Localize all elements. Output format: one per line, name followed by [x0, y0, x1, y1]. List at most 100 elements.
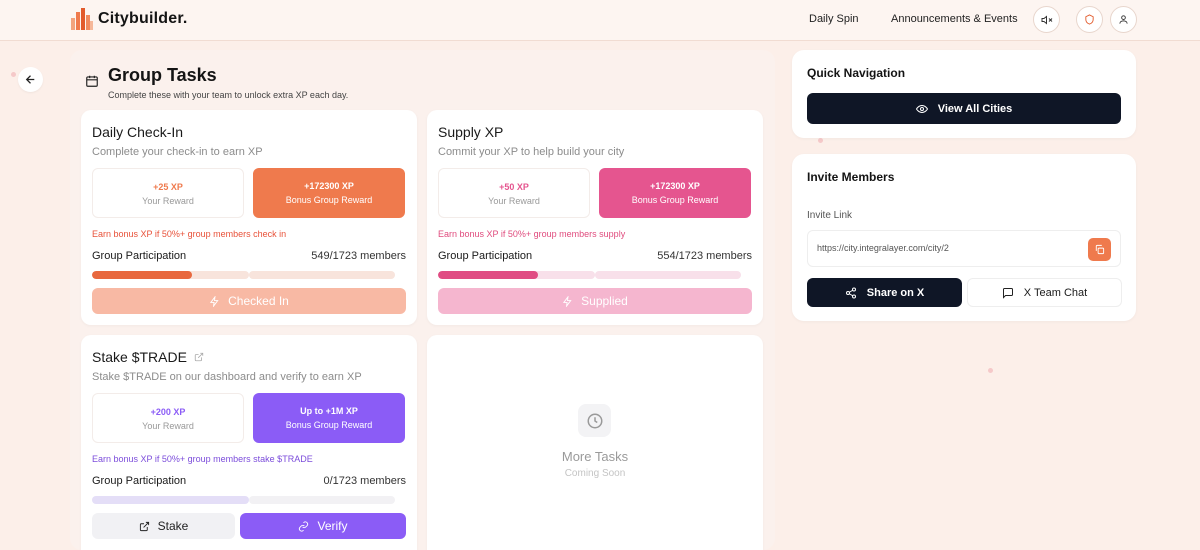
your-reward-amount: +200 XP	[150, 407, 186, 417]
your-reward-amount: +50 XP	[499, 182, 529, 192]
view-all-cities-button[interactable]: View All Cities	[807, 93, 1121, 124]
page-title: Group Tasks	[108, 65, 217, 85]
back-button[interactable]	[18, 67, 43, 92]
more-tasks-subtitle: Coming Soon	[564, 468, 626, 479]
clock-icon	[587, 413, 602, 428]
supplied-button[interactable]: Supplied	[438, 288, 752, 314]
bonus-note: Earn bonus XP if 50%+ group members stak…	[92, 454, 313, 464]
decor-dot	[818, 138, 823, 143]
invite-members-title: Invite Members	[807, 170, 895, 184]
participation-label: Group Participation	[92, 475, 187, 487]
your-reward: +200 XP Your Reward	[92, 393, 244, 443]
task-title: Daily Check-In	[92, 124, 184, 140]
volume-mute-icon	[1041, 14, 1052, 25]
bonus-reward: +172300 XP Bonus Group Reward	[599, 168, 751, 218]
bonus-reward-label: Bonus Group Reward	[285, 195, 373, 205]
shield-button[interactable]	[1076, 6, 1103, 33]
eye-icon	[915, 104, 928, 113]
brand-logo[interactable]: Citybuilder.	[70, 8, 188, 30]
bonus-reward-label: Bonus Group Reward	[631, 195, 719, 205]
bonus-reward-amount: +172300 XP	[304, 181, 354, 191]
user-icon	[1119, 15, 1128, 24]
bolt-icon	[210, 295, 219, 307]
your-reward: +50 XP Your Reward	[438, 168, 590, 218]
bonus-reward-label: Bonus Group Reward	[285, 420, 373, 430]
bonus-reward-amount: Up to +1M XP	[300, 406, 358, 416]
task-description: Complete your check-in to earn XP	[92, 146, 263, 158]
your-reward: +25 XP Your Reward	[92, 168, 244, 218]
bonus-note: Earn bonus XP if 50%+ group members supp…	[438, 229, 626, 239]
verify-label: Verify	[317, 519, 348, 533]
external-link-icon[interactable]	[194, 352, 204, 362]
progress-track	[249, 496, 395, 504]
clock-icon-wrap	[578, 404, 611, 437]
task-title: Stake $TRADE	[92, 349, 204, 365]
share-icon	[845, 287, 856, 298]
participation-label: Group Participation	[438, 250, 533, 262]
top-header: Citybuilder. Daily Spin Announcements & …	[0, 0, 1200, 41]
x-team-chat-label: X Team Chat	[1023, 286, 1088, 299]
calendar-icon	[86, 75, 98, 87]
progress-fill	[438, 271, 538, 279]
share-on-x-button[interactable]: Share on X	[807, 278, 962, 307]
copy-link-button[interactable]	[1088, 238, 1111, 261]
chat-icon	[1002, 287, 1013, 299]
profile-button[interactable]	[1110, 6, 1137, 33]
city-logo-icon	[71, 8, 93, 30]
task-description: Stake $TRADE on our dashboard and verify…	[92, 371, 362, 383]
your-reward-amount: +25 XP	[153, 182, 183, 192]
nav-daily-spin[interactable]: Daily Spin	[809, 13, 859, 25]
progress-track	[595, 271, 741, 279]
progress-fill	[92, 271, 192, 279]
quick-navigation-card: Quick Navigation View All Cities	[792, 50, 1136, 138]
brand-name: Citybuilder.	[98, 10, 188, 27]
task-card-stake-trade: Stake $TRADE Stake $TRADE on our dashboa…	[81, 335, 417, 550]
participation-label: Group Participation	[92, 250, 187, 262]
quick-navigation-title: Quick Navigation	[807, 66, 906, 80]
participation-count: 549/1723 members	[311, 250, 406, 262]
share-on-x-label: Share on X	[866, 286, 925, 299]
your-reward-label: Your Reward	[142, 421, 194, 431]
participation-count: 0/1723 members	[323, 475, 406, 487]
shield-icon	[1085, 14, 1094, 25]
invite-link-input[interactable]	[817, 243, 1077, 253]
progress-bar	[92, 271, 249, 279]
stake-button[interactable]: Stake	[92, 513, 235, 539]
action-label: Checked In	[228, 294, 289, 308]
external-link-icon	[139, 521, 149, 531]
more-tasks-card: More Tasks Coming Soon	[427, 335, 763, 550]
x-team-chat-button[interactable]: X Team Chat	[967, 278, 1122, 307]
view-all-cities-label: View All Cities	[937, 102, 1013, 115]
task-title: Supply XP	[438, 124, 504, 140]
your-reward-label: Your Reward	[142, 196, 194, 206]
invite-members-card: Invite Members Invite Link Share on X X …	[792, 154, 1136, 321]
your-reward-label: Your Reward	[488, 196, 540, 206]
task-title-text: Stake $TRADE	[92, 349, 187, 365]
bonus-note: Earn bonus XP if 50%+ group members chec…	[92, 229, 287, 239]
task-card-daily-check-in: Daily Check-In Complete your check-in to…	[81, 110, 417, 325]
decor-dot	[988, 368, 993, 373]
bonus-reward: +172300 XP Bonus Group Reward	[253, 168, 405, 218]
mute-button[interactable]	[1033, 6, 1060, 33]
bonus-reward-amount: +172300 XP	[650, 181, 700, 191]
arrow-left-icon	[25, 75, 35, 84]
invite-link-field	[807, 230, 1121, 267]
task-card-supply-xp: Supply XP Commit your XP to help build y…	[427, 110, 763, 325]
more-tasks-title: More Tasks	[561, 449, 629, 464]
decor-dot	[11, 72, 16, 77]
progress-bar	[438, 271, 595, 279]
progress-bar	[92, 496, 249, 504]
link-icon	[299, 520, 309, 532]
checked-in-button[interactable]: Checked In	[92, 288, 406, 314]
stake-label: Stake	[157, 519, 189, 533]
action-label: Supplied	[581, 294, 628, 308]
progress-track	[249, 271, 395, 279]
bonus-reward: Up to +1M XP Bonus Group Reward	[253, 393, 405, 443]
bolt-icon	[563, 295, 572, 307]
participation-count: 554/1723 members	[657, 250, 752, 262]
verify-button[interactable]: Verify	[240, 513, 406, 539]
page-subtitle: Complete these with your team to unlock …	[108, 90, 349, 100]
invite-link-label: Invite Link	[807, 210, 853, 221]
task-description: Commit your XP to help build your city	[438, 146, 625, 158]
nav-announcements[interactable]: Announcements & Events	[891, 13, 1018, 25]
